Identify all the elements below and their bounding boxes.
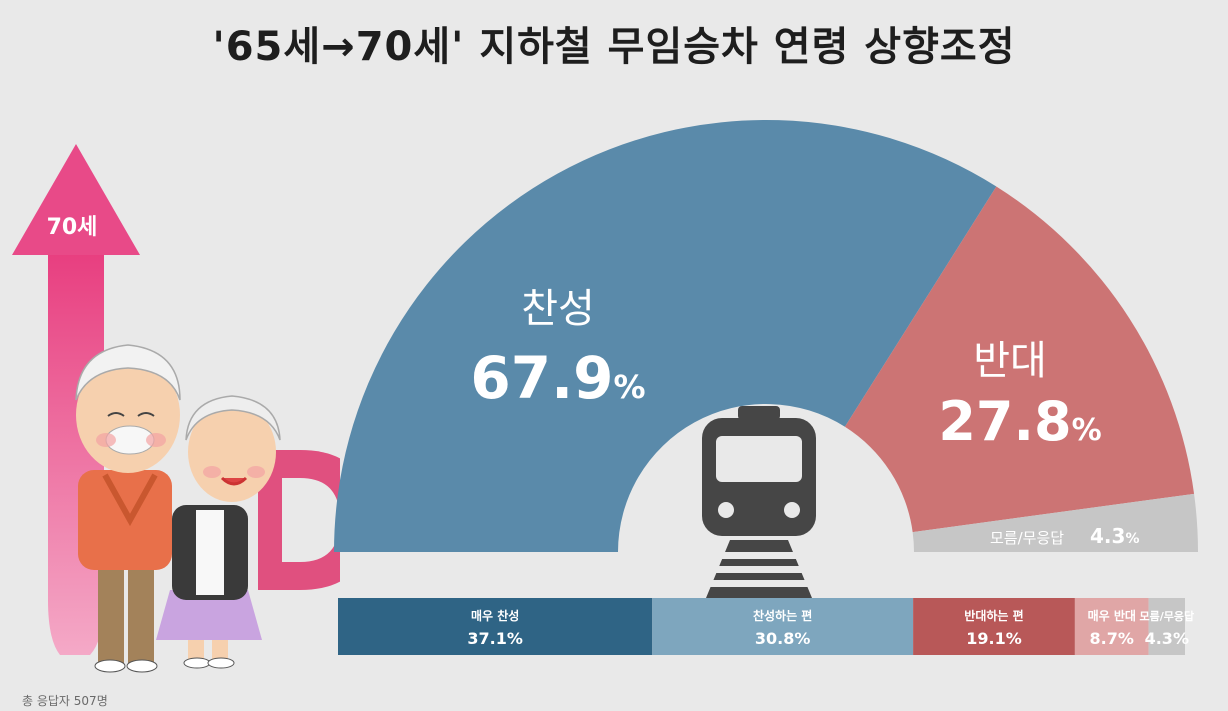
bar-value-bar_unsure: 4.3%	[1145, 629, 1189, 648]
bar-value-mild_oppose: 19.1%	[966, 629, 1022, 648]
bar-segment-mild_oppose	[913, 598, 1075, 655]
arrow-badge: 70세	[47, 215, 98, 240]
respondent-count-note: 총 응답자 507명	[22, 694, 108, 708]
train-icon	[700, 406, 818, 598]
bar-value-mild_agree: 30.8%	[755, 629, 811, 648]
bar-segment-mild_agree	[652, 598, 914, 655]
agree-label: 찬성	[521, 286, 595, 332]
agree-value-unit: %	[614, 368, 646, 406]
bar-value-strong_oppose: 8.7%	[1090, 629, 1134, 648]
bar-label-mild_oppose: 반대하는 편	[964, 608, 1023, 623]
unsure-value-number: 4.3	[1090, 524, 1125, 548]
bar-segment-strong_oppose	[1074, 598, 1149, 655]
unsure-label: 모름/무응답	[990, 529, 1064, 547]
bar-segment-strong_agree	[338, 598, 653, 655]
illustration: 70세	[12, 144, 340, 673]
unsure-value-unit: %	[1125, 531, 1139, 547]
grandfather-icon	[75, 344, 181, 673]
agree-value-number: 67.9	[470, 344, 613, 412]
slice-agree	[334, 120, 997, 553]
slice-oppose	[844, 186, 1195, 533]
agree-value: 67.9%	[470, 344, 645, 412]
oppose-value: 27.8%	[938, 390, 1101, 453]
up-letter-p-icon	[258, 450, 340, 590]
oppose-value-unit: %	[1072, 413, 1102, 448]
bar-label-mild_agree: 찬성하는 편	[753, 608, 812, 623]
bar-value-strong_agree: 37.1%	[467, 629, 523, 648]
chart-title: '65세→70세' 지하철 무임승차 연령 상향조정	[212, 24, 1016, 70]
bar-segment-bar_unsure	[1148, 598, 1185, 655]
grandmother-icon	[156, 395, 281, 669]
bar-label-strong_agree: 매우 찬성	[471, 608, 519, 623]
bar-label-strong_oppose: 매우 반대	[1088, 608, 1136, 623]
unsure-value: 4.3%	[1090, 524, 1139, 548]
slice-unsure	[912, 493, 1198, 552]
oppose-label: 반대	[973, 338, 1047, 384]
oppose-value-number: 27.8	[938, 390, 1071, 453]
bar-label-bar_unsure: 모름/무응답	[1139, 609, 1194, 623]
